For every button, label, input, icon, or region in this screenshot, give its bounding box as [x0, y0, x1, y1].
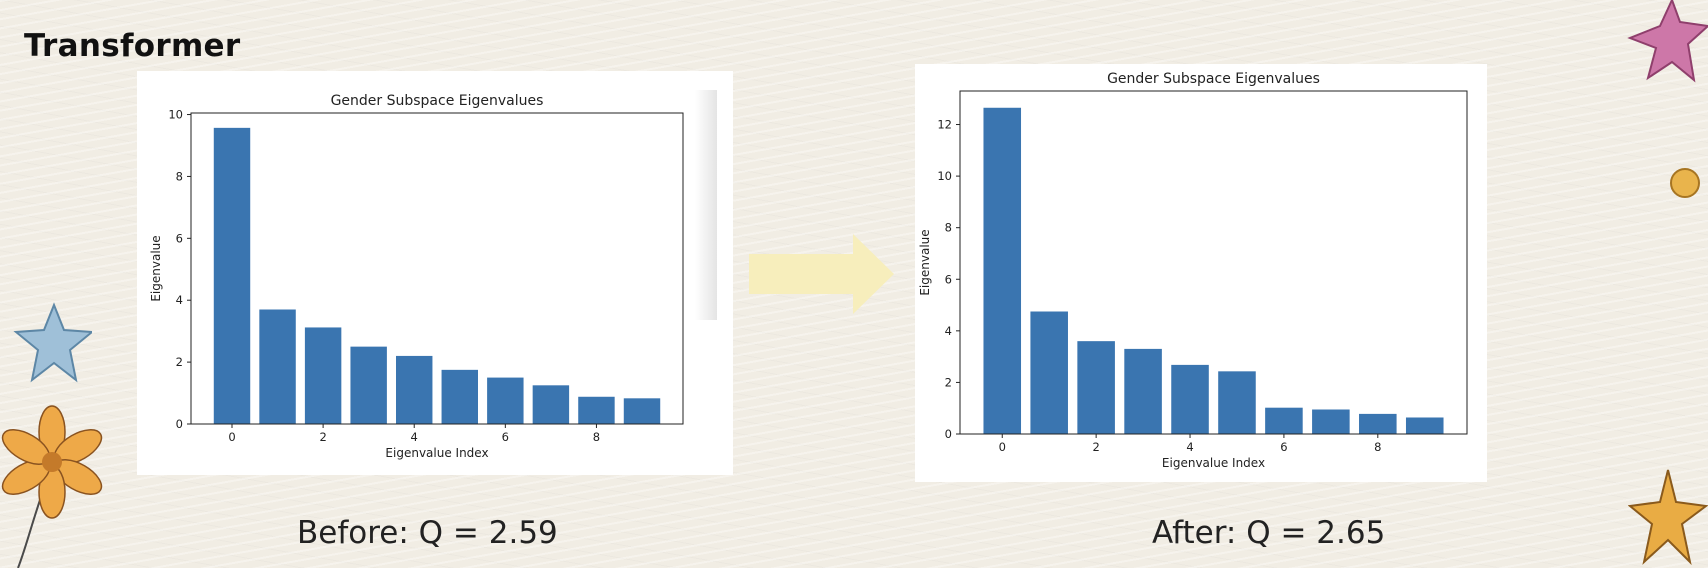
- after-ytick-label: 6: [945, 272, 952, 286]
- after-bar-0: [983, 107, 1022, 434]
- after-ytick-label: 12: [937, 118, 952, 132]
- eigenvalue-chart-before: Gender Subspace Eigenvalues 0 2 4 6 8 10 0 2 4 6 8 E…: [149, 93, 684, 460]
- after-xtick-label: 6: [1280, 440, 1287, 454]
- caption-after: After: Q = 2.65: [1152, 515, 1386, 551]
- caption-before: Before: Q = 2.59: [297, 515, 558, 551]
- star-icon: [1628, 469, 1708, 566]
- before-yaxis-label: Eigenvalue: [149, 235, 163, 301]
- after-ytick-label: 0: [945, 427, 952, 441]
- arrow-right-icon: [749, 234, 894, 314]
- after-xtick-label: 2: [1092, 440, 1099, 454]
- before-bar-6: [487, 377, 524, 424]
- bead-icon: [1670, 168, 1700, 198]
- after-xaxis-label: Eigenvalue Index: [1162, 456, 1265, 470]
- after-bar-4: [1171, 364, 1209, 434]
- before-xtick-label: 8: [593, 430, 600, 444]
- before-ytick-label: 10: [168, 108, 183, 122]
- chart-panel-before: Gender Subspace Eigenvalues 0 2 4 6 8 10 0 2 4 6 8 E…: [137, 71, 733, 475]
- after-yaxis-label: Eigenvalue: [918, 229, 932, 295]
- before-bar-5: [441, 369, 478, 424]
- after-bar-9: [1405, 417, 1444, 434]
- after-chart-title: Gender Subspace Eigenvalues: [1107, 71, 1320, 87]
- after-xtick-label: 0: [999, 440, 1006, 454]
- before-ytick-label: 6: [176, 231, 183, 245]
- before-bar-1: [259, 309, 296, 424]
- before-chart-title: Gender Subspace Eigenvalues: [331, 93, 544, 109]
- before-bar-8: [578, 396, 615, 424]
- after-xtick-label: 8: [1374, 440, 1381, 454]
- after-ytick-label: 10: [937, 169, 952, 183]
- slide-title: Transformer: [24, 28, 241, 64]
- after-bar-8: [1359, 413, 1397, 434]
- before-ytick-label: 4: [176, 293, 183, 307]
- after-ytick-label: 4: [945, 324, 952, 338]
- before-bar-7: [532, 385, 570, 424]
- after-bar-7: [1312, 409, 1350, 434]
- before-ytick-label: 8: [176, 169, 183, 183]
- before-bar-3: [350, 346, 387, 424]
- before-plot-frame: [190, 112, 684, 425]
- before-bar-0: [213, 127, 251, 424]
- before-bar-2: [304, 327, 342, 424]
- after-bar-3: [1124, 348, 1162, 434]
- before-bar-9: [623, 398, 661, 424]
- after-plot-frame: [959, 90, 1468, 435]
- flower-icon: [1, 405, 103, 568]
- eigenvalue-chart-after: Gender Subspace Eigenvalues 0 2 4 6 8 10 12 0 2 4 6…: [918, 71, 1468, 470]
- after-bar-6: [1265, 407, 1303, 434]
- before-bar-4: [396, 355, 433, 424]
- before-ytick-label: 2: [176, 355, 183, 369]
- before-xtick-label: 4: [411, 430, 418, 444]
- before-xtick-label: 0: [228, 430, 235, 444]
- star-icon: [13, 302, 92, 383]
- after-bar-2: [1077, 341, 1115, 434]
- panel-edge-shadow: [695, 90, 717, 320]
- before-xaxis-label: Eigenvalue Index: [385, 446, 488, 460]
- before-xtick-label: 6: [502, 430, 509, 444]
- after-bar-1: [1030, 311, 1068, 434]
- before-xtick-label: 2: [319, 430, 326, 444]
- after-xtick-label: 4: [1186, 440, 1193, 454]
- after-ytick-label: 8: [945, 221, 952, 235]
- before-ytick-label: 0: [176, 417, 183, 431]
- after-ytick-label: 2: [945, 375, 952, 389]
- star-icon: [1627, 0, 1708, 83]
- after-bar-5: [1218, 371, 1256, 434]
- chart-panel-after: Gender Subspace Eigenvalues 0 2 4 6 8 10 12 0 2 4 6…: [915, 64, 1487, 482]
